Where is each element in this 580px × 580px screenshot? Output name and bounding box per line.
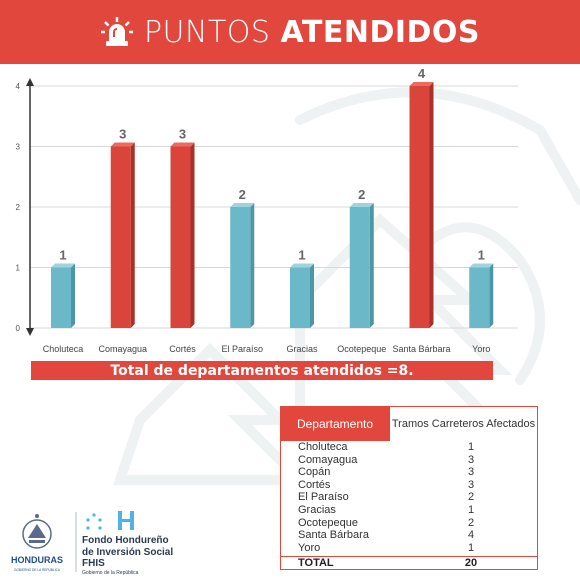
header-department: Departamento — [281, 407, 389, 441]
data-label: 1 — [298, 248, 305, 263]
bar-side — [130, 142, 135, 328]
table-row: Santa Bárbara 4 — [281, 529, 537, 542]
bar-top — [469, 263, 494, 268]
y-axis-arrow-up — [26, 78, 34, 86]
bar-chart: 0 1 2 3 4 1 Choluteca 3 Comayagua 3 Cortés 2 El Para… — [16, 66, 518, 354]
row-department: Choluteca — [298, 441, 348, 453]
table-row: Yoro 1 — [281, 542, 537, 555]
bar-side — [71, 263, 75, 328]
table-header: Departamento Tramos Carreteros Afectados — [281, 407, 537, 441]
bar-top — [409, 82, 434, 86]
row-value: 3 — [467, 478, 475, 491]
x-tick-label: Yoro — [472, 344, 490, 354]
y-tick-label: 4 — [16, 82, 21, 91]
table-row: Gracias 1 — [281, 504, 537, 517]
row-value: 2 — [467, 516, 475, 529]
x-tick-label: Gracias — [286, 344, 318, 354]
bar-side — [190, 142, 195, 328]
row-value: 3 — [467, 466, 475, 479]
bar-top — [170, 142, 195, 147]
total-label: TOTAL — [298, 557, 334, 570]
bar — [110, 146, 131, 328]
row-department: El Paraíso — [298, 491, 349, 504]
header-banner: PUNTOS ATENDIDOS — [0, 0, 580, 64]
bar-side — [250, 203, 255, 328]
org-line1: Fondo Hondureño — [82, 535, 169, 546]
y-tick-label: 2 — [16, 203, 21, 212]
country-label: HONDURAS — [11, 555, 63, 565]
row-value: 1 — [467, 503, 475, 516]
row-department: Copán — [298, 466, 331, 479]
table-total-row: TOTAL 20 — [281, 556, 537, 570]
honduras-emblem-icon — [22, 514, 52, 549]
data-label: 3 — [119, 127, 126, 142]
row-department: Yoro — [298, 541, 321, 554]
table-row: Ocotepeque 2 — [281, 517, 537, 530]
data-label: 1 — [478, 248, 485, 263]
bar — [230, 207, 251, 328]
data-label: 1 — [59, 248, 66, 263]
row-value: 1 — [467, 541, 475, 554]
title-light: PUNTOS — [143, 14, 271, 50]
bar-top — [290, 263, 314, 268]
bar-top — [230, 203, 255, 207]
bar — [469, 267, 490, 328]
row-value: 4 — [467, 529, 475, 542]
table-row: Choluteca 1 — [281, 441, 537, 454]
total-summary: Total de departamentos atendidos =8. — [31, 361, 493, 380]
footer-logos: HONDURAS GOBIERNO DE LA REPÚBLICA Fondo … — [11, 511, 173, 576]
bar — [51, 267, 71, 328]
table-row: Copán 3 — [281, 466, 537, 479]
data-table: Departamento Tramos Carreteros Afectados… — [280, 406, 538, 570]
bar — [349, 207, 370, 328]
y-tick-label: 3 — [16, 143, 21, 152]
x-tick-label: Choluteca — [43, 344, 84, 354]
row-department: Comayagua — [298, 453, 358, 466]
header-value: Tramos Carreteros Afectados — [389, 407, 537, 441]
bar-side — [489, 263, 494, 328]
data-label: 4 — [418, 66, 426, 81]
row-value: 1 — [467, 441, 475, 453]
bar-top — [349, 203, 374, 207]
bar-top — [51, 263, 75, 268]
org-sub: Gobierno de la República — [82, 570, 139, 576]
row-value: 3 — [467, 453, 475, 466]
org-acronym: FHIS — [82, 558, 105, 569]
bar — [290, 267, 310, 328]
bar-side — [369, 203, 374, 328]
page-title: PUNTOS ATENDIDOS — [144, 15, 480, 50]
x-tick-label: Ocotepeque — [337, 344, 386, 354]
x-tick-label: Comayagua — [98, 344, 147, 354]
x-tick-label: El Paraíso — [221, 344, 263, 354]
siren-icon — [100, 17, 133, 46]
row-department: Gracias — [298, 503, 336, 516]
row-department: Santa Bárbara — [298, 529, 369, 542]
table-body: Choluteca 1 Comayagua 3 Copán 3 Cortés 3 El Para… — [281, 441, 537, 554]
bar-side — [310, 263, 314, 328]
data-label: 2 — [239, 187, 246, 202]
fhis-logo-icon — [86, 511, 134, 530]
bar — [170, 146, 191, 328]
x-tick-label: Santa Bárbara — [392, 344, 450, 354]
row-value: 2 — [467, 491, 475, 504]
bar — [409, 86, 430, 328]
title-bold: ATENDIDOS — [280, 14, 481, 50]
org-line2: de Inversión Social — [82, 547, 173, 558]
y-tick-label: 0 — [16, 324, 21, 333]
row-department: Ocotepeque — [298, 516, 358, 529]
table-row: Comayagua 3 — [281, 454, 537, 467]
x-tick-label: Cortés — [169, 344, 196, 354]
y-tick-label: 1 — [16, 264, 21, 273]
data-label: 3 — [179, 127, 186, 142]
table-row: El Paraíso 2 — [281, 491, 537, 504]
bar-side — [429, 82, 434, 328]
country-sub-label: GOBIERNO DE LA REPÚBLICA — [14, 567, 61, 572]
table-row: Cortés 3 — [281, 479, 537, 492]
bar-top — [110, 142, 135, 147]
row-department: Cortés — [298, 478, 331, 491]
y-axis-arrow-down — [26, 328, 34, 336]
data-label: 2 — [358, 187, 365, 202]
total-value: 20 — [464, 557, 478, 570]
